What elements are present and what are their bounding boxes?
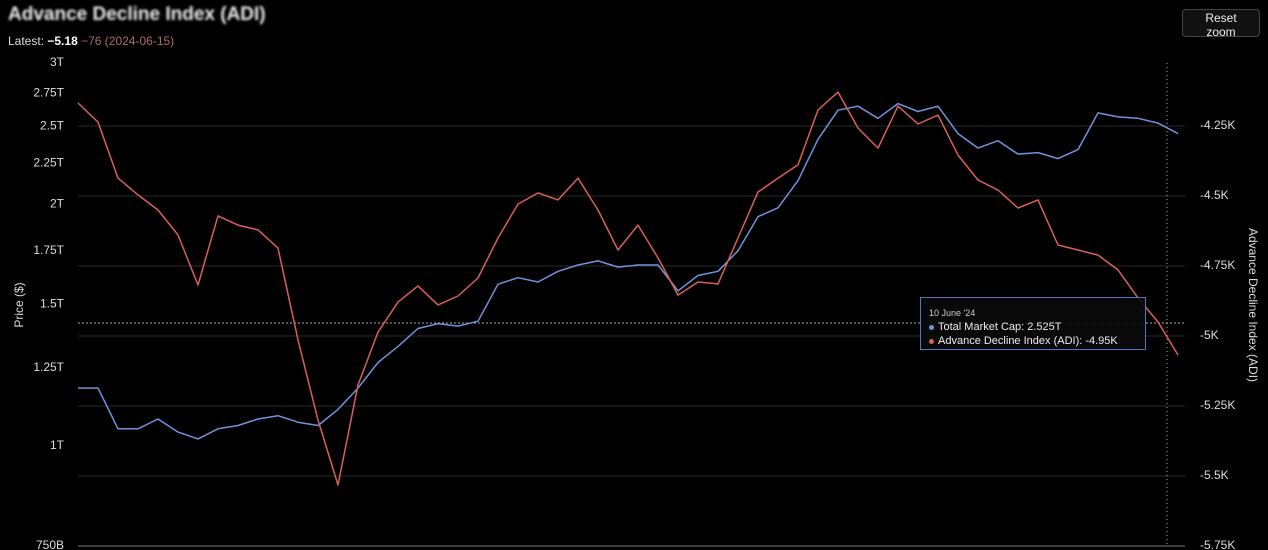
y2-tick-label: -4.75K	[1200, 258, 1235, 272]
y-tick-label: 2.5T	[40, 119, 65, 133]
y-tick-label: 750B	[36, 538, 64, 550]
tooltip-row: Total Market Cap: 2.525T	[929, 320, 1137, 334]
y-tick-label: 2.25T	[33, 155, 64, 169]
y-tick-label: 1T	[50, 438, 65, 452]
y2-tick-label: -5K	[1200, 328, 1219, 342]
y2-tick-label: -5.75K	[1200, 538, 1235, 550]
tooltip: 10 June '24 Total Market Cap: 2.525T Adv…	[920, 297, 1146, 350]
y-tick-label: 1.75T	[33, 243, 64, 257]
y-tick-label: 2T	[50, 196, 65, 210]
series-line	[77, 91, 1179, 486]
tooltip-line: Total Market Cap: 2.525T	[938, 321, 1062, 333]
y2-tick-label: -5.25K	[1200, 398, 1235, 412]
y-tick-label: 3T	[50, 55, 65, 69]
latest: Latest: −5.18 −76 (2024-06-15)	[8, 34, 174, 48]
y-tick-label: 2.75T	[33, 85, 64, 99]
latest-label: Latest:	[8, 34, 45, 48]
tooltip-row: Advance Decline Index (ADI): -4.95K	[929, 334, 1137, 348]
y-axis-title: Price ($)	[12, 282, 26, 327]
series-line	[78, 102, 1179, 440]
y2-tick-label: -4.25K	[1200, 118, 1235, 132]
y2-tick-label: -4.5K	[1200, 188, 1229, 202]
y-tick-label: 1.5T	[40, 297, 65, 311]
title: Advance Decline Index (ADI)	[8, 4, 266, 25]
y-tick-label: 1.25T	[33, 360, 64, 374]
tooltip-date: 10 June '24	[929, 308, 976, 318]
tooltip-line: Advance Decline Index (ADI): -4.95K	[938, 335, 1118, 347]
latest-value: −5.18	[47, 34, 78, 48]
latest-change: −76 (2024-06-15)	[81, 34, 175, 48]
y2-axis-title: Advance Decline Index (ADI)	[1246, 228, 1260, 382]
y2-tick-label: -5.5K	[1200, 468, 1229, 482]
reset-zoom[interactable]: Reset zoom	[1182, 9, 1260, 39]
